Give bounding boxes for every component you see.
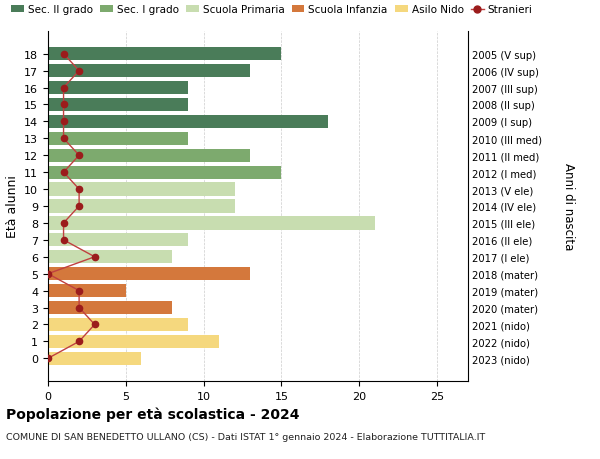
Bar <box>48 116 328 129</box>
Bar <box>48 217 374 230</box>
Bar <box>48 268 250 281</box>
Bar <box>48 335 219 348</box>
Bar <box>48 166 281 179</box>
Bar <box>48 65 250 78</box>
Bar <box>48 251 172 264</box>
Bar <box>48 132 188 146</box>
Text: Popolazione per età scolastica - 2024: Popolazione per età scolastica - 2024 <box>6 406 299 421</box>
Bar <box>48 352 142 365</box>
Bar <box>48 318 188 331</box>
Bar <box>48 149 250 162</box>
Bar <box>48 48 281 61</box>
Bar <box>48 200 235 213</box>
Bar <box>48 285 126 297</box>
Bar <box>48 301 172 314</box>
Bar <box>48 183 235 196</box>
Bar <box>48 99 188 112</box>
Legend: Sec. II grado, Sec. I grado, Scuola Primaria, Scuola Infanzia, Asilo Nido, Stran: Sec. II grado, Sec. I grado, Scuola Prim… <box>11 5 533 15</box>
Bar <box>48 234 188 247</box>
Y-axis label: Età alunni: Età alunni <box>5 175 19 238</box>
Y-axis label: Anni di nascita: Anni di nascita <box>562 163 575 250</box>
Bar <box>48 82 188 95</box>
Text: COMUNE DI SAN BENEDETTO ULLANO (CS) - Dati ISTAT 1° gennaio 2024 - Elaborazione : COMUNE DI SAN BENEDETTO ULLANO (CS) - Da… <box>6 432 485 442</box>
